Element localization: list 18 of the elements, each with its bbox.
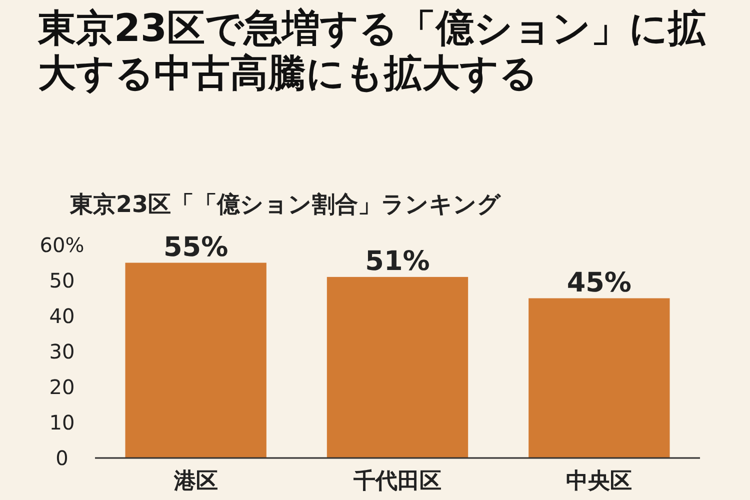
y-tick-label: 30: [49, 340, 75, 364]
bar: [528, 298, 670, 458]
data-label: 51%: [365, 246, 430, 277]
y-tick-label: 10: [49, 410, 75, 434]
data-label: 55%: [164, 232, 228, 263]
y-tick-label: 50: [49, 268, 75, 292]
y-tick-label: 0: [56, 446, 68, 470]
bar: [326, 276, 468, 458]
y-tick-label: 40: [49, 304, 75, 328]
data-label: 45%: [566, 267, 632, 298]
x-tick-label: 中央区: [566, 469, 632, 494]
y-tick-label: 20: [49, 375, 75, 399]
x-tick-label: 千代田区: [352, 469, 442, 494]
bar: [125, 262, 266, 458]
chart-title: 東京23区で急増する「億ション」に拡大する中古高騰にも拡大する: [38, 6, 707, 96]
chart-subtitle: 東京23区「「億ション割合」ランキング: [69, 192, 502, 218]
x-tick-label: 港区: [172, 469, 218, 494]
y-tick-label: 60%: [40, 233, 84, 257]
